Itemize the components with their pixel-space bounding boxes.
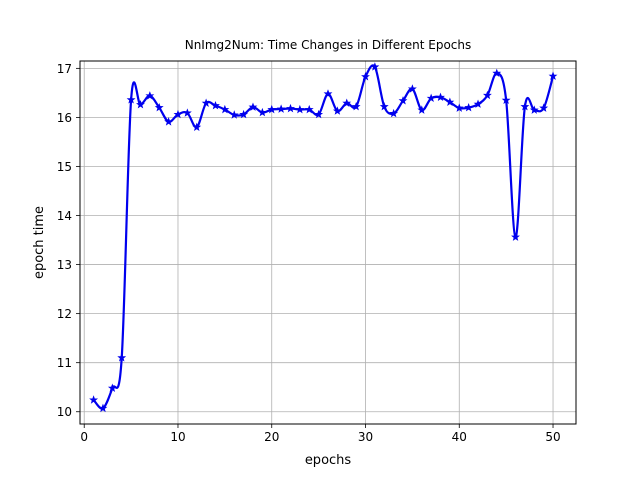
data-point-star-marker [379, 101, 389, 111]
data-point-star-marker [173, 109, 183, 119]
data-point-star-marker [314, 109, 324, 119]
data-point-star-marker [220, 104, 230, 114]
data-point-star-marker [511, 232, 520, 241]
data-point-star-marker [89, 395, 99, 404]
data-point-star-marker [332, 106, 342, 115]
series-layer [89, 62, 558, 413]
y-tick-label: 14 [57, 209, 72, 223]
data-point-star-marker [445, 97, 455, 106]
x-tick-label: 0 [80, 430, 88, 444]
data-point-star-marker [407, 84, 417, 93]
data-point-star-marker [154, 102, 164, 112]
data-point-star-marker [248, 102, 258, 111]
y-tick-label: 16 [57, 111, 72, 125]
data-point-star-marker [192, 122, 202, 131]
data-point-star-marker [492, 68, 502, 78]
y-tick-label: 15 [57, 160, 72, 174]
data-point-star-marker [454, 103, 464, 112]
plot-frame [79, 60, 577, 425]
x-tick-label: 20 [264, 430, 279, 444]
data-point-star-marker [295, 104, 305, 114]
data-point-star-marker [351, 101, 361, 111]
data-point-star-marker [464, 102, 474, 112]
data-point-star-marker [239, 109, 249, 119]
data-point-star-marker [257, 107, 267, 117]
data-point-star-marker [107, 383, 117, 392]
data-point-star-marker [201, 98, 211, 107]
x-tick-label: 10 [170, 430, 185, 444]
data-point-star-marker [389, 108, 399, 118]
y-tick-label: 10 [57, 405, 72, 419]
data-point-star-marker [361, 72, 370, 81]
data-point-star-marker [229, 110, 239, 119]
y-axis-label: epoch time [32, 206, 47, 279]
axis-ticks: 0 10 20 30 40 50 10 11 12 13 14 15 16 17 [57, 62, 561, 444]
data-point-star-marker [482, 90, 492, 100]
data-point-star-marker [136, 100, 145, 109]
data-point-star-marker [267, 104, 277, 114]
data-point-star-marker [98, 403, 108, 413]
x-tick-label: 40 [452, 430, 467, 444]
y-tick-label: 12 [57, 307, 72, 321]
data-point-star-marker [323, 89, 333, 98]
data-point-star-marker [398, 96, 408, 105]
x-tick-label: 50 [545, 430, 560, 444]
data-point-star-marker [548, 71, 558, 80]
data-point-star-marker [145, 91, 155, 100]
data-point-star-marker [417, 105, 427, 114]
x-tick-label: 30 [358, 430, 373, 444]
data-point-star-marker [286, 103, 295, 113]
x-axis-label: epochs [305, 453, 352, 468]
y-tick-label: 11 [57, 356, 72, 370]
y-tick-label: 13 [57, 258, 72, 272]
data-point-star-marker [342, 98, 352, 107]
data-point-star-marker [182, 108, 192, 117]
data-point-star-marker [436, 92, 445, 102]
data-point-star-marker [501, 95, 511, 105]
data-point-star-marker [211, 100, 220, 110]
data-point-star-marker [164, 117, 174, 126]
data-point-star-marker [117, 353, 127, 362]
data-point-star-marker [126, 95, 136, 104]
data-point-star-marker [304, 104, 314, 114]
chart-title: NnImg2Num: Time Changes in Different Epo… [185, 38, 472, 52]
data-point-star-marker [370, 62, 380, 71]
data-point-star-marker [276, 104, 286, 113]
data-point-star-marker [539, 103, 549, 112]
y-tick-label: 17 [57, 62, 72, 76]
grid-lines [80, 61, 576, 424]
data-point-star-marker [426, 93, 436, 103]
data-point-star-marker [520, 101, 530, 111]
data-point-star-marker [529, 105, 539, 114]
data-point-star-marker [473, 99, 483, 108]
